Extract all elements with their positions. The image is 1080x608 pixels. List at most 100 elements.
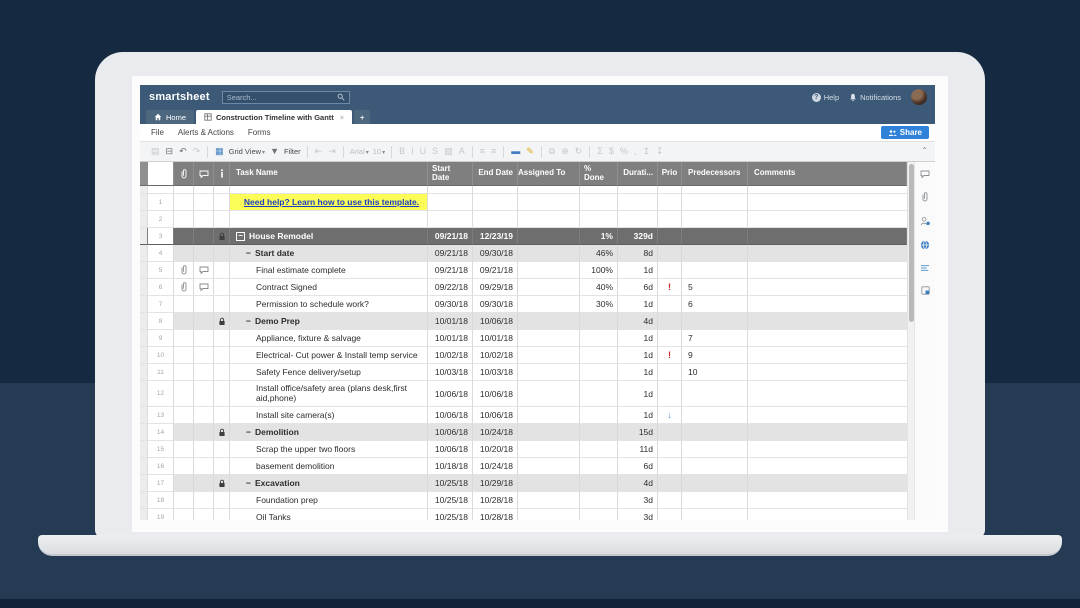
predecessors-cell[interactable] — [682, 407, 748, 424]
row-drag-handle[interactable] — [140, 364, 148, 381]
help-button[interactable]: ? Help — [812, 93, 839, 102]
column-header-dur[interactable]: Durati... — [618, 162, 658, 186]
end-date-cell[interactable]: 10/02/18 — [473, 347, 518, 364]
comments-cell[interactable] — [748, 228, 907, 245]
predecessors-cell[interactable] — [682, 381, 748, 407]
priority-cell[interactable] — [658, 509, 682, 520]
lock-cell[interactable] — [214, 509, 230, 520]
comments-cell[interactable] — [748, 347, 907, 364]
comma-icon[interactable]: , — [634, 147, 637, 156]
task-name-cell[interactable]: Permission to schedule work? — [230, 296, 428, 313]
redo-icon[interactable]: ↷ — [193, 147, 201, 156]
comments-cell[interactable] — [748, 296, 907, 313]
assigned-to-cell[interactable] — [518, 458, 580, 475]
font-selector[interactable]: Arial▾ — [350, 147, 369, 156]
pct-done-cell[interactable]: 100% — [580, 262, 618, 279]
assigned-to-cell[interactable] — [518, 441, 580, 458]
start-date-cell[interactable]: 10/18/18 — [428, 458, 473, 475]
comments-cell[interactable] — [748, 509, 907, 520]
attachment-cell[interactable] — [174, 458, 194, 475]
align-center-icon[interactable]: ≡ — [491, 147, 496, 156]
italic-button[interactable]: I — [411, 147, 414, 156]
activity-log-icon[interactable] — [921, 286, 930, 295]
duration-cell[interactable]: 3d — [618, 509, 658, 520]
comment-cell[interactable] — [194, 279, 214, 296]
start-date-cell[interactable]: 09/30/18 — [428, 296, 473, 313]
end-date-cell[interactable]: 10/03/18 — [473, 364, 518, 381]
attachment-cell[interactable] — [174, 296, 194, 313]
predecessors-cell[interactable] — [682, 458, 748, 475]
pct-done-cell[interactable] — [580, 381, 618, 407]
assigned-to-cell[interactable] — [518, 347, 580, 364]
print-icon[interactable]: ⊟ — [166, 147, 174, 156]
start-date-cell[interactable]: 10/06/18 — [428, 407, 473, 424]
attachment-cell[interactable] — [174, 194, 194, 211]
pct-done-cell[interactable] — [580, 407, 618, 424]
bold-button[interactable]: B — [399, 147, 405, 156]
cell-history-icon[interactable]: ↻ — [575, 147, 583, 156]
attachment-cell[interactable] — [174, 381, 194, 407]
lock-cell[interactable] — [214, 330, 230, 347]
menu-item-alerts-actions[interactable]: Alerts & Actions — [178, 128, 234, 137]
filter-button[interactable]: Filter — [284, 147, 301, 156]
predecessors-cell[interactable] — [682, 194, 748, 211]
comments-cell[interactable] — [748, 313, 907, 330]
comment-cell[interactable] — [194, 458, 214, 475]
assigned-to-cell[interactable] — [518, 509, 580, 520]
assigned-to-cell[interactable] — [518, 194, 580, 211]
row-drag-handle[interactable] — [140, 475, 148, 492]
duration-cell[interactable]: 1d — [618, 381, 658, 407]
priority-cell[interactable] — [658, 245, 682, 262]
pct-done-cell[interactable] — [580, 194, 618, 211]
comments-cell[interactable] — [748, 424, 907, 441]
attachment-column-icon[interactable] — [174, 162, 194, 186]
pct-done-cell[interactable]: 1% — [580, 228, 618, 245]
pct-done-cell[interactable] — [580, 313, 618, 330]
end-date-cell[interactable]: 10/06/18 — [473, 407, 518, 424]
row-number[interactable]: 6 — [148, 279, 174, 296]
comment-cell[interactable] — [194, 492, 214, 509]
row-number[interactable]: 9 — [148, 330, 174, 347]
comment-cell[interactable] — [194, 347, 214, 364]
assigned-to-cell[interactable] — [518, 330, 580, 347]
row-number[interactable]: 14 — [148, 424, 174, 441]
duration-cell[interactable]: 1d — [618, 262, 658, 279]
column-header-prio[interactable]: Prio — [658, 162, 682, 186]
task-name-cell[interactable]: Safety Fence delivery/setup — [230, 364, 428, 381]
row-number[interactable]: 15 — [148, 441, 174, 458]
comments-cell[interactable] — [748, 262, 907, 279]
assigned-to-cell[interactable] — [518, 296, 580, 313]
pct-done-cell[interactable] — [580, 347, 618, 364]
task-name-cell[interactable]: Scrap the upper two floors — [230, 441, 428, 458]
start-date-cell[interactable]: 10/03/18 — [428, 364, 473, 381]
task-name-cell[interactable]: Foundation prep — [230, 492, 428, 509]
collapse-icon[interactable]: − — [246, 248, 251, 258]
pct-done-cell[interactable] — [580, 492, 618, 509]
predecessors-cell[interactable] — [682, 441, 748, 458]
row-drag-handle[interactable] — [140, 509, 148, 520]
task-name-cell[interactable]: −Demo Prep — [230, 313, 428, 330]
row-drag-handle[interactable] — [140, 347, 148, 364]
card-view-icon[interactable]: ▬ — [511, 147, 520, 156]
row-number[interactable]: 13 — [148, 407, 174, 424]
start-date-cell[interactable]: 09/21/18 — [428, 262, 473, 279]
duration-cell[interactable]: 15d — [618, 424, 658, 441]
share-button[interactable]: Share — [881, 126, 929, 139]
lock-cell[interactable] — [214, 364, 230, 381]
predecessors-cell[interactable]: 6 — [682, 296, 748, 313]
duration-cell[interactable]: 4d — [618, 475, 658, 492]
comment-cell[interactable] — [194, 330, 214, 347]
row-drag-handle[interactable] — [140, 228, 148, 245]
row-drag-handle[interactable] — [140, 458, 148, 475]
priority-cell[interactable] — [658, 228, 682, 245]
end-date-cell[interactable]: 10/06/18 — [473, 381, 518, 407]
comment-cell[interactable] — [194, 296, 214, 313]
predecessors-cell[interactable] — [682, 424, 748, 441]
priority-cell[interactable] — [658, 313, 682, 330]
vertical-scrollbar[interactable] — [907, 162, 914, 520]
comment-cell[interactable] — [194, 364, 214, 381]
row-number[interactable]: 5 — [148, 262, 174, 279]
indent-icon[interactable]: ⇥ — [328, 147, 336, 156]
tab-home[interactable]: Home — [146, 110, 194, 124]
start-date-cell[interactable]: 10/25/18 — [428, 492, 473, 509]
